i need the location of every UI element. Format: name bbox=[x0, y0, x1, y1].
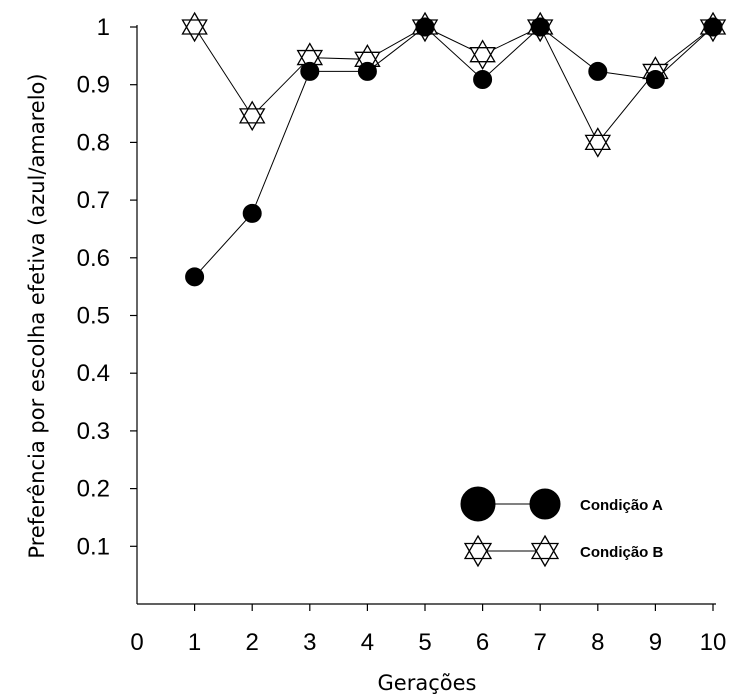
data-point bbox=[242, 203, 262, 223]
series-line bbox=[194, 26, 714, 144]
y-tick-label: 1 bbox=[97, 14, 110, 41]
data-point bbox=[473, 70, 493, 90]
data-point bbox=[185, 267, 205, 287]
x-tick-label: 0 bbox=[130, 629, 143, 656]
x-tick-label: 2 bbox=[246, 629, 259, 656]
x-tick-label: 7 bbox=[534, 629, 547, 656]
series-layer bbox=[181, 11, 727, 287]
y-tick-label: 0.1 bbox=[77, 533, 110, 560]
y-tick-label: 0.6 bbox=[77, 245, 110, 272]
legend: Condição A Condição B bbox=[460, 486, 664, 568]
series-line bbox=[194, 26, 714, 278]
legend-label: Condição B bbox=[580, 544, 664, 561]
y-tick-label: 0.7 bbox=[77, 187, 110, 214]
x-tick-label: 8 bbox=[591, 629, 604, 656]
y-axis-title: Preferência por escolha efetiva (azul/am… bbox=[25, 73, 49, 558]
legend-marker bbox=[460, 486, 496, 522]
data-point bbox=[238, 100, 266, 132]
x-tick-label: 10 bbox=[700, 629, 727, 656]
x-tick-label: 4 bbox=[361, 629, 374, 656]
y-tick-label: 0.5 bbox=[77, 303, 110, 330]
y-tick-label: 0.3 bbox=[77, 418, 110, 445]
x-tick-label: 9 bbox=[649, 629, 662, 656]
legend-marker bbox=[463, 534, 493, 568]
data-point bbox=[530, 17, 550, 37]
legend-entry-b: Condição B bbox=[463, 534, 664, 568]
x-ticks: 0 1 2 3 4 5 6 7 8 9 10 bbox=[130, 604, 726, 656]
data-point bbox=[300, 61, 320, 81]
data-point bbox=[588, 61, 608, 81]
y-tick-label: 0.4 bbox=[77, 360, 110, 387]
y-tick-label: 0.2 bbox=[77, 476, 110, 503]
data-point bbox=[415, 17, 435, 37]
legend-label: Condição A bbox=[580, 497, 663, 514]
y-tick-label: 0.9 bbox=[77, 72, 110, 99]
x-axis-title: Gerações bbox=[378, 671, 477, 695]
x-tick-label: 5 bbox=[418, 629, 431, 656]
data-point bbox=[357, 61, 377, 81]
y-tick-label: 0.8 bbox=[77, 129, 110, 156]
data-point bbox=[703, 17, 723, 37]
legend-marker bbox=[530, 534, 560, 568]
legend-entry-a: Condição A bbox=[460, 486, 663, 522]
x-tick-label: 1 bbox=[188, 629, 201, 656]
data-point bbox=[181, 11, 208, 43]
series-a bbox=[185, 17, 723, 287]
x-tick-label: 6 bbox=[476, 629, 489, 656]
axes bbox=[136, 25, 716, 605]
x-tick-label: 3 bbox=[303, 629, 316, 656]
data-point bbox=[584, 127, 612, 158]
data-point bbox=[645, 70, 665, 90]
y-ticks: 0.1 0.2 0.3 0.4 0.5 0.6 0.7 0.8 0.9 1 bbox=[77, 14, 137, 560]
series-b bbox=[181, 11, 727, 158]
legend-marker bbox=[529, 488, 561, 520]
data-point bbox=[469, 39, 496, 71]
